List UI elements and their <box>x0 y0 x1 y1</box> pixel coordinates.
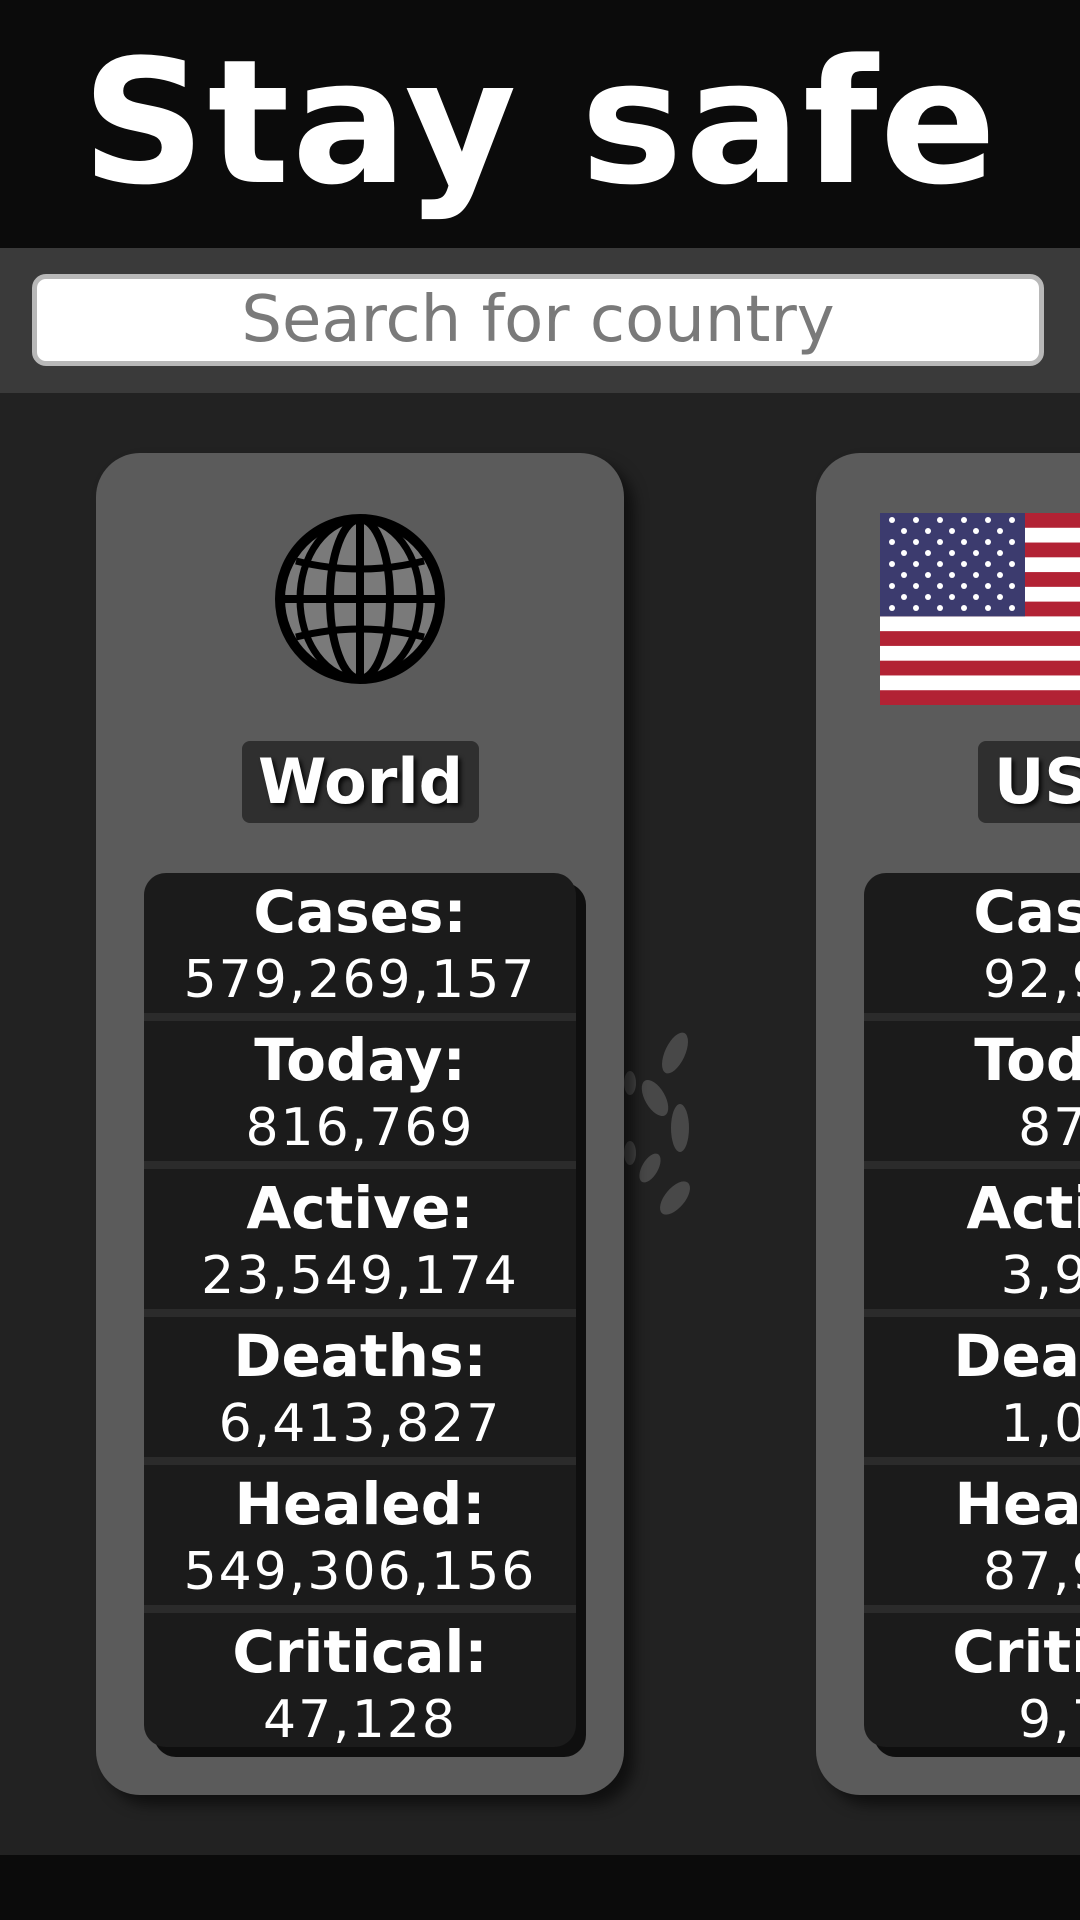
stat-value: 549,306,156 <box>183 1542 537 1602</box>
stat-label: Today: <box>974 1026 1080 1094</box>
stat-value: 579,269,157 <box>183 950 537 1010</box>
stat-deaths: Deaths: 1,054 <box>864 1317 1080 1465</box>
stat-label: Cases: <box>253 878 467 946</box>
stat-label: Deaths: <box>233 1322 487 1390</box>
app-footer <box>0 1855 1080 1920</box>
stat-today: Today: 816,769 <box>144 1021 576 1169</box>
globe-icon <box>275 514 445 684</box>
stat-value: 1,054 <box>1000 1394 1080 1454</box>
stat-label: Cases: <box>973 878 1080 946</box>
stat-value: 23,549,174 <box>201 1246 519 1306</box>
stat-deaths: Deaths: 6,413,827 <box>144 1317 576 1465</box>
stat-value: 47,128 <box>263 1690 457 1747</box>
stat-label: Critical: <box>952 1618 1080 1686</box>
stat-active: Active: 3,947 <box>864 1169 1080 1317</box>
stat-healed: Healed: 549,306,156 <box>144 1465 576 1613</box>
country-card-us[interactable]: US Cases: 92,903 Today: 87,5 Active: 3,9… <box>816 453 1080 1795</box>
country-name: US <box>978 741 1080 823</box>
stat-cases: Cases: 92,903 <box>864 873 1080 1021</box>
stat-label: Today: <box>254 1026 466 1094</box>
us-flag-icon <box>880 513 1080 705</box>
stat-value: 3,947 <box>1000 1246 1080 1306</box>
stat-label: Deaths: <box>953 1322 1080 1390</box>
stat-critical: Critical: 47,128 <box>144 1613 576 1747</box>
stat-cases: Cases: 579,269,157 <box>144 873 576 1021</box>
stat-active: Active: 23,549,174 <box>144 1169 576 1317</box>
stat-healed: Healed: 87,901 <box>864 1465 1080 1613</box>
stat-value: 87,901 <box>983 1542 1080 1602</box>
stats-panel: Cases: 92,903 Today: 87,5 Active: 3,947 … <box>864 873 1080 1747</box>
stat-value: 9,74 <box>1018 1690 1080 1747</box>
search-bar <box>0 248 1080 393</box>
country-card-world[interactable]: World Cases: 579,269,157 Today: 816,769 … <box>96 453 624 1795</box>
stat-label: Healed: <box>954 1470 1080 1538</box>
stat-label: Active: <box>246 1174 474 1242</box>
stat-value: 6,413,827 <box>218 1394 502 1454</box>
search-input[interactable] <box>32 274 1044 366</box>
stat-value: 92,903 <box>983 950 1080 1010</box>
app-header: Stay safe <box>0 0 1080 248</box>
stat-label: Active: <box>966 1174 1080 1242</box>
country-name: World <box>242 741 479 823</box>
stats-panel: Cases: 579,269,157 Today: 816,769 Active… <box>144 873 576 1747</box>
stat-label: Healed: <box>234 1470 486 1538</box>
stat-label: Critical: <box>232 1618 488 1686</box>
stat-value: 87,5 <box>1018 1098 1080 1158</box>
stat-critical: Critical: 9,74 <box>864 1613 1080 1747</box>
country-carousel[interactable]: World Cases: 579,269,157 Today: 816,769 … <box>0 393 1080 1855</box>
stat-value: 816,769 <box>245 1098 475 1158</box>
page-title: Stay safe <box>81 22 999 223</box>
stat-today: Today: 87,5 <box>864 1021 1080 1169</box>
